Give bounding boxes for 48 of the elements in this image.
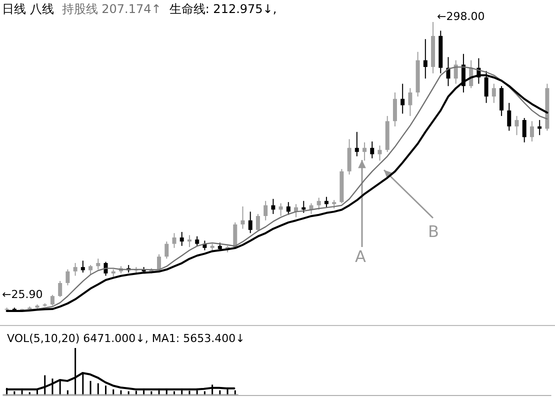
candlestick (80, 260, 85, 274)
candlestick (392, 92, 397, 127)
candlestick (408, 88, 412, 116)
candlestick (530, 120, 534, 142)
candlestick (195, 236, 200, 246)
text: 生命线 (169, 2, 206, 16)
chart-title: VOL(5,10,20) 6471.000↓, MA1: 5653.400↓ (7, 332, 245, 345)
candlestick (96, 258, 100, 270)
annotation: A (355, 247, 366, 266)
candlestick (522, 117, 526, 143)
text: : 212.975↓, (205, 2, 277, 16)
candlestick (500, 86, 504, 116)
candlestick (400, 83, 405, 114)
candlestick (324, 196, 328, 208)
chart-title: 日线 八线 (2, 2, 54, 16)
candlestick (66, 268, 70, 286)
candlestick (88, 264, 93, 276)
candlestick (378, 145, 382, 162)
candlestick (362, 142, 367, 162)
candlestick (187, 234, 192, 248)
candlestick (316, 197, 321, 210)
candlestick (271, 198, 276, 214)
candlestick (172, 232, 176, 248)
candlestick (347, 138, 352, 176)
candlestick (50, 294, 54, 306)
candlestick (423, 38, 428, 80)
candlestick (248, 211, 252, 234)
candlestick (286, 202, 290, 216)
candlestick (507, 102, 512, 132)
text: 持股线 (62, 2, 98, 16)
candlestick (454, 60, 458, 84)
candlestick (370, 140, 374, 159)
candlestick (354, 131, 359, 157)
candlestick (514, 115, 519, 136)
candlestick (73, 262, 78, 276)
candlestick (264, 200, 268, 221)
candlestick (278, 202, 283, 217)
annotation: ←298.00 (437, 10, 485, 23)
annotation: B (428, 222, 439, 241)
text: 207.174↑ (100, 2, 162, 16)
annotation: ←25.90 (2, 288, 43, 301)
candlestick (180, 231, 184, 246)
candlestick (240, 206, 245, 230)
candlestick (58, 280, 62, 298)
candlestick (256, 213, 260, 232)
candlestick (164, 241, 169, 260)
candlestick (492, 83, 496, 104)
candlestick (157, 254, 162, 271)
